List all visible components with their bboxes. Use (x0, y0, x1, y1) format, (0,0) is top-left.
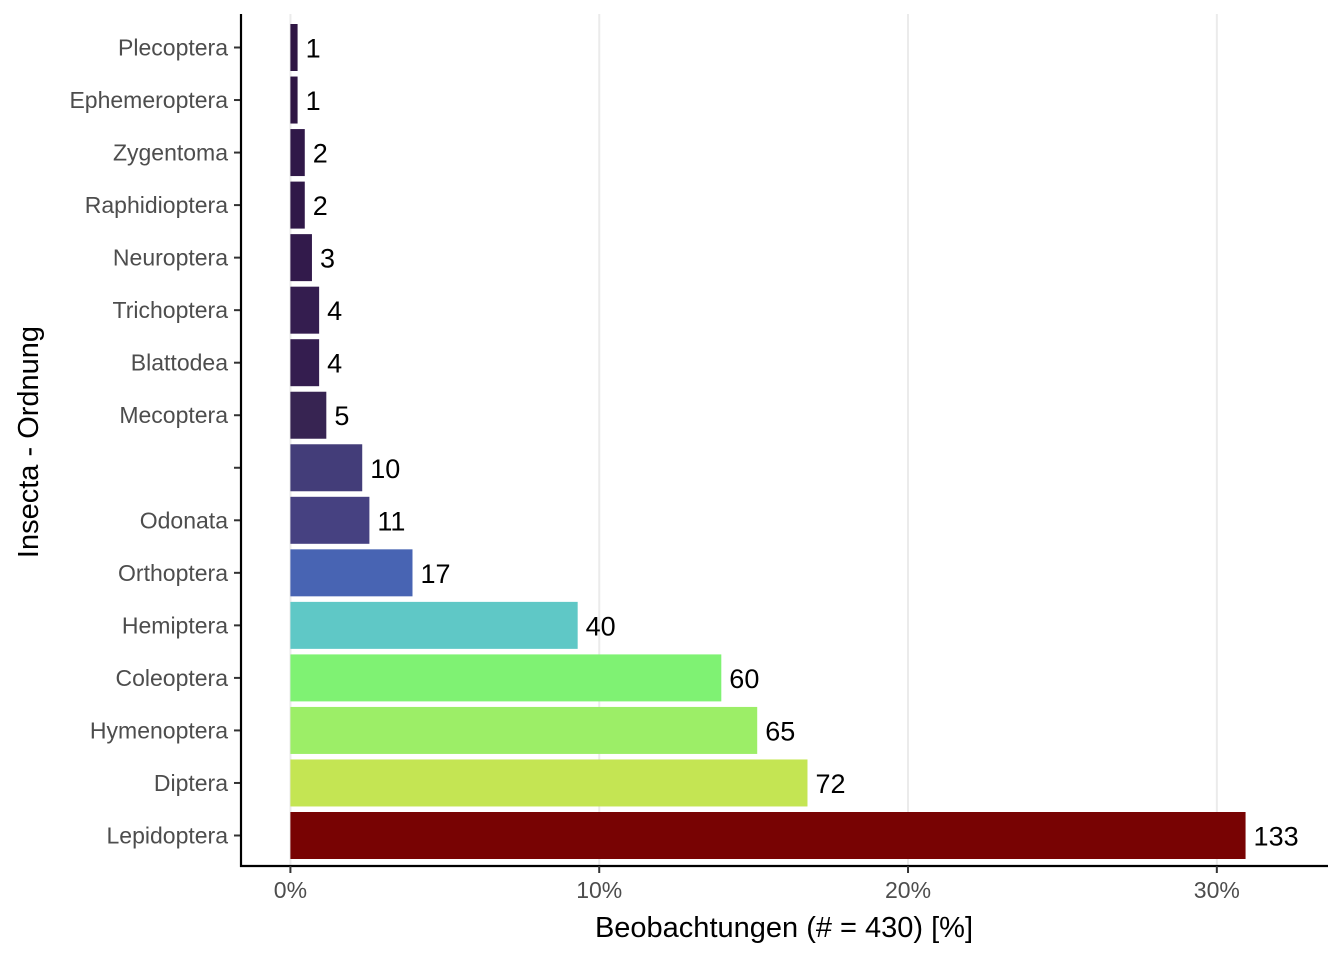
bar-zygentoma (290, 129, 305, 177)
data-label: 60 (729, 664, 759, 694)
data-label: 133 (1254, 822, 1299, 852)
data-label: 1 (306, 34, 321, 64)
y-tick-label: Trichoptera (113, 297, 229, 323)
y-tick-label: Raphidioptera (85, 192, 228, 218)
bar-mecoptera (290, 391, 327, 439)
data-label: 5 (334, 401, 349, 431)
bar-coleoptera (290, 654, 722, 702)
y-tick-label: Lepidoptera (107, 823, 229, 849)
bar-unlabeled (290, 444, 363, 492)
y-tick-label: Hymenoptera (90, 717, 228, 743)
bar-neuroptera (290, 234, 312, 282)
bar-plecoptera (290, 24, 298, 71)
data-label: 11 (377, 506, 405, 536)
y-tick-label: Coleoptera (115, 665, 228, 691)
data-label: 65 (765, 716, 795, 746)
data-label: 2 (313, 191, 328, 221)
data-label: 4 (327, 296, 342, 326)
x-tick-label: 20% (885, 877, 931, 903)
x-tick-label: 10% (576, 877, 622, 903)
bar-diptera (290, 759, 808, 807)
x-tick-label: 0% (274, 877, 307, 903)
bar-raphidioptera (290, 181, 305, 229)
bar-blattodea (290, 339, 320, 387)
y-tick-label: Blattodea (131, 350, 228, 376)
bar-trichoptera (290, 286, 320, 334)
bars (290, 24, 1246, 859)
data-label: 4 (327, 349, 342, 379)
bar-odonata (290, 496, 370, 544)
data-label: 40 (586, 611, 616, 641)
y-tick-label: Orthoptera (118, 560, 228, 586)
y-axis-title: Insecta - Ordnung (13, 326, 45, 558)
data-label: 17 (420, 559, 450, 589)
y-tick-label: Hemiptera (122, 612, 228, 638)
bar-hemiptera (290, 601, 578, 649)
y-tick-label: Neuroptera (113, 245, 228, 271)
bar-lepidoptera (290, 812, 1246, 859)
axes: Plecoptera Ephemeroptera Zygentoma Raphidio… (69, 14, 1328, 903)
data-label: 72 (815, 769, 845, 799)
data-label: 2 (313, 139, 328, 169)
y-tick-label: Plecoptera (118, 35, 228, 61)
y-tick-label: Zygentoma (113, 140, 228, 166)
data-label: 10 (370, 454, 400, 484)
y-tick-label: Ephemeroptera (69, 87, 228, 113)
y-tick-label: Diptera (154, 770, 228, 796)
data-label: 3 (320, 244, 335, 274)
data-label: 1 (306, 86, 321, 116)
bar-hymenoptera (290, 706, 758, 754)
bar-ephemeroptera (290, 76, 298, 124)
x-tick-label: 30% (1194, 877, 1240, 903)
bar-orthoptera (290, 549, 413, 597)
x-axis-title: Beobachtungen (# = 430) [%] (595, 912, 973, 944)
y-tick-label: Mecoptera (119, 402, 228, 428)
y-tick-label: Odonata (140, 507, 228, 533)
